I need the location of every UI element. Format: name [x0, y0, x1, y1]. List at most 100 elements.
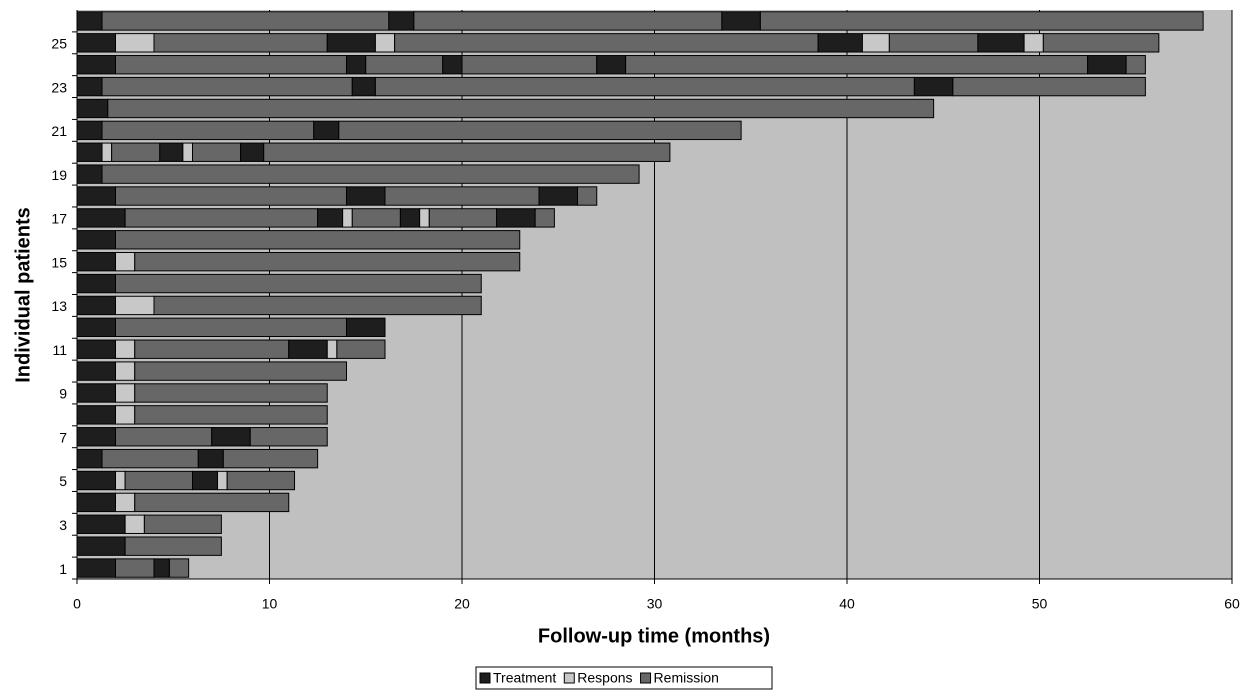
y-tick-label: 5: [59, 473, 67, 489]
bar-segment: [625, 55, 1089, 75]
bar-segment: [124, 208, 319, 228]
bar-segment: [76, 339, 116, 359]
bar-segment: [861, 33, 890, 53]
bar-segment: [888, 33, 979, 53]
bar-segment: [346, 55, 367, 75]
bar-segment: [101, 142, 113, 162]
bar-segment: [442, 55, 463, 75]
bar-segment: [346, 317, 386, 338]
legend-swatch: [563, 672, 575, 684]
bar-segment: [374, 76, 915, 97]
bar-segment: [384, 186, 540, 206]
bar-segment: [115, 361, 136, 381]
bar-segment: [115, 295, 155, 316]
bar-segment: [577, 186, 598, 206]
bar-segment: [817, 33, 863, 53]
bar-segment: [134, 361, 347, 381]
bar-segment: [101, 164, 640, 184]
bar-segment: [153, 33, 328, 53]
y-tick-label: 23: [51, 79, 67, 95]
bar-segment: [134, 405, 328, 425]
bar-segment: [124, 536, 222, 556]
bar-segment: [115, 273, 482, 294]
bar-segment: [76, 514, 126, 534]
bar-segment: [326, 33, 376, 53]
bar-segment: [153, 295, 482, 316]
bar-segment: [124, 470, 193, 491]
bar-segment: [76, 273, 116, 294]
bar-segment: [101, 11, 390, 31]
bar-segment: [76, 76, 103, 97]
bar-segment: [952, 76, 1146, 97]
bar-segment: [115, 186, 347, 206]
bar-segment: [76, 164, 103, 184]
y-tick-label: 11: [52, 342, 67, 358]
x-tick-label: 10: [262, 596, 278, 612]
bar-segment: [115, 33, 155, 53]
x-tick-label: 50: [1032, 596, 1048, 612]
bar-segment: [496, 208, 536, 228]
bar-segment: [288, 339, 328, 359]
bar-segment: [1023, 33, 1044, 53]
bar-segment: [596, 55, 627, 75]
bar-segment: [76, 55, 116, 75]
bar-segment: [365, 55, 444, 75]
legend-box: [475, 666, 773, 690]
bar-segment: [76, 230, 116, 250]
y-tick-label: 19: [51, 167, 67, 183]
bar-segment: [76, 536, 126, 556]
bar-segment: [143, 514, 222, 534]
bar-segment: [76, 98, 109, 119]
bar-segment: [240, 142, 265, 162]
legend-swatch: [640, 672, 652, 684]
bar-segment: [428, 208, 498, 228]
bar-segment: [326, 339, 338, 359]
bar-segment: [101, 120, 315, 141]
bar-segment: [222, 448, 319, 469]
bar-segment: [153, 558, 170, 578]
x-tick-label: 20: [454, 596, 470, 612]
bar-segment: [159, 142, 184, 162]
bar-segment: [182, 142, 193, 162]
bar-segment: [977, 33, 1025, 53]
x-tick-label: 40: [839, 596, 855, 612]
bar-segment: [115, 558, 155, 578]
bar-segment: [101, 76, 353, 97]
bar-segment: [115, 251, 136, 272]
bar-segment: [76, 142, 103, 162]
bar-segment: [115, 55, 347, 75]
bar-segment: [759, 11, 1204, 31]
bar-segment: [351, 208, 401, 228]
y-tick-label: 21: [51, 123, 67, 139]
x-tick-label: 30: [647, 596, 663, 612]
bar-segment: [534, 208, 555, 228]
bar-segment: [134, 251, 521, 272]
legend: Treatment Respons Remission: [479, 670, 719, 686]
y-tick-label: 17: [51, 211, 67, 227]
y-tick-label: 15: [51, 254, 67, 270]
y-tick-label: 1: [59, 561, 67, 577]
bar-segment: [419, 208, 430, 228]
y-axis-title: Individual patients: [12, 207, 34, 383]
bar-segment: [413, 11, 723, 31]
bar-segment: [346, 186, 386, 206]
y-tick-label: 13: [51, 298, 67, 314]
y-tick-label: 3: [59, 517, 67, 533]
y-tick-label: 25: [51, 36, 67, 52]
bar-segment: [249, 427, 328, 447]
bar-segment: [76, 427, 116, 447]
y-tick-label: 9: [59, 386, 67, 402]
bar-segment: [461, 55, 598, 75]
bar-segment: [76, 448, 103, 469]
bar-segment: [76, 208, 126, 228]
bar-segment: [192, 142, 242, 162]
bar-segment: [76, 558, 116, 578]
bar-segment: [76, 120, 103, 141]
x-axis-title: Follow-up time (months): [538, 625, 770, 647]
bar-segment: [76, 186, 116, 206]
bar-segment: [721, 11, 761, 31]
legend-label: Respons: [577, 670, 632, 686]
bar-segment: [76, 383, 116, 403]
bar-segment: [538, 186, 578, 206]
